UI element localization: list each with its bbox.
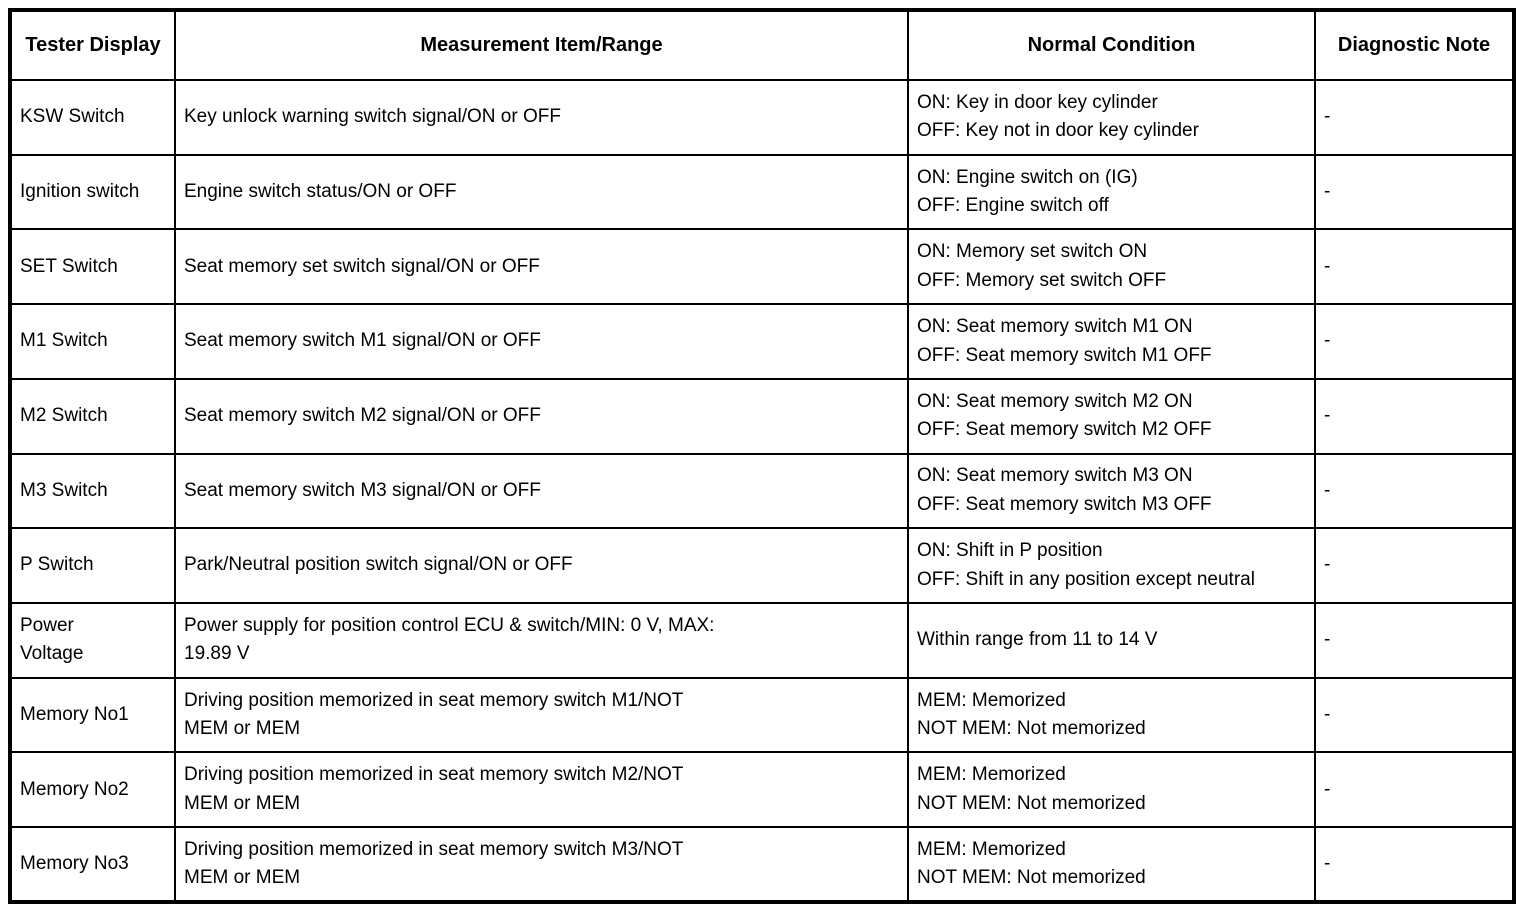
table-body: KSW Switch Key unlock warning switch sign… [9, 79, 1515, 903]
table-row: P Switch Park/Neutral position switch sig… [9, 527, 1515, 605]
tester-display-cell: P Switch [9, 527, 176, 605]
tester-display-cell: Power Voltage [9, 602, 176, 679]
tester-data-table: Tester Display Measurement Item/Range No… [8, 8, 1516, 904]
column-header-measurement-item-range: Measurement Item/Range [174, 9, 909, 81]
diagnostic-note-cell: - [1314, 228, 1515, 306]
tester-display-cell: KSW Switch [9, 79, 176, 156]
diagnostic-note-cell: - [1314, 452, 1515, 530]
column-header-normal-condition: Normal Condition [907, 9, 1316, 81]
table-row: M3 Switch Seat memory switch M3 signal/ON… [9, 452, 1515, 530]
tester-display-cell: M1 Switch [9, 303, 176, 380]
tester-display-cell: Memory No2 [9, 751, 176, 829]
column-header-tester-display: Tester Display [9, 9, 176, 81]
normal-condition-cell: MEM: Memorized NOT MEM: Not memorized [907, 826, 1316, 903]
measurement-item-cell: Seat memory switch M2 signal/ON or OFF [174, 377, 909, 455]
tester-display-cell: Ignition switch [9, 153, 176, 231]
table-row: Memory No2 Driving position memorized in … [9, 751, 1515, 829]
measurement-item-cell: Key unlock warning switch signal/ON or O… [174, 79, 909, 156]
measurement-item-cell: Seat memory switch M3 signal/ON or OFF [174, 452, 909, 530]
normal-condition-cell: ON: Shift in P position OFF: Shift in an… [907, 527, 1316, 605]
measurement-item-cell: Driving position memorized in seat memor… [174, 676, 909, 754]
normal-condition-cell: ON: Seat memory switch M3 ON OFF: Seat m… [907, 452, 1316, 530]
table-row: M1 Switch Seat memory switch M1 signal/ON… [9, 303, 1515, 380]
normal-condition-cell: MEM: Memorized NOT MEM: Not memorized [907, 676, 1316, 754]
measurement-item-cell: Power supply for position control ECU & … [174, 602, 909, 679]
normal-condition-cell: ON: Seat memory switch M2 ON OFF: Seat m… [907, 377, 1316, 455]
table-row: Memory No1 Driving position memorized in … [9, 676, 1515, 754]
normal-condition-cell: ON: Memory set switch ON OFF: Memory set… [907, 228, 1316, 306]
tester-display-cell: Memory No3 [9, 826, 176, 903]
diagnostic-note-cell: - [1314, 79, 1515, 156]
tester-display-cell: Memory No1 [9, 676, 176, 754]
normal-condition-cell: Within range from 11 to 14 V [907, 602, 1316, 679]
diagnostic-note-cell: - [1314, 377, 1515, 455]
diagnostic-note-cell: - [1314, 826, 1515, 903]
measurement-item-cell: Driving position memorized in seat memor… [174, 826, 909, 903]
table-row: Memory No3 Driving position memorized in … [9, 826, 1515, 903]
diagnostic-note-cell: - [1314, 153, 1515, 231]
measurement-item-cell: Seat memory set switch signal/ON or OFF [174, 228, 909, 306]
diagnostic-note-cell: - [1314, 676, 1515, 754]
measurement-item-cell: Park/Neutral position switch signal/ON o… [174, 527, 909, 605]
diagnostic-note-cell: - [1314, 527, 1515, 605]
table-row: SET Switch Seat memory set switch signal/… [9, 228, 1515, 306]
diagnostic-note-cell: - [1314, 751, 1515, 829]
tester-display-cell: M3 Switch [9, 452, 176, 530]
normal-condition-cell: ON: Engine switch on (IG) OFF: Engine sw… [907, 153, 1316, 231]
table-row: Ignition switch Engine switch status/ON o… [9, 153, 1515, 231]
tester-display-cell: M2 Switch [9, 377, 176, 455]
table-row: M2 Switch Seat memory switch M2 signal/ON… [9, 377, 1515, 455]
normal-condition-cell: ON: Key in door key cylinder OFF: Key no… [907, 79, 1316, 156]
normal-condition-cell: MEM: Memorized NOT MEM: Not memorized [907, 751, 1316, 829]
measurement-item-cell: Engine switch status/ON or OFF [174, 153, 909, 231]
tester-display-cell: SET Switch [9, 228, 176, 306]
table-row: KSW Switch Key unlock warning switch sign… [9, 79, 1515, 156]
measurement-item-cell: Driving position memorized in seat memor… [174, 751, 909, 829]
diagnostic-note-cell: - [1314, 602, 1515, 679]
column-header-diagnostic-note: Diagnostic Note [1314, 9, 1515, 81]
diagnostic-note-cell: - [1314, 303, 1515, 380]
table-header-row: Tester Display Measurement Item/Range No… [9, 9, 1515, 81]
measurement-item-cell: Seat memory switch M1 signal/ON or OFF [174, 303, 909, 380]
normal-condition-cell: ON: Seat memory switch M1 ON OFF: Seat m… [907, 303, 1316, 380]
table-row: Power Voltage Power supply for position c… [9, 602, 1515, 679]
